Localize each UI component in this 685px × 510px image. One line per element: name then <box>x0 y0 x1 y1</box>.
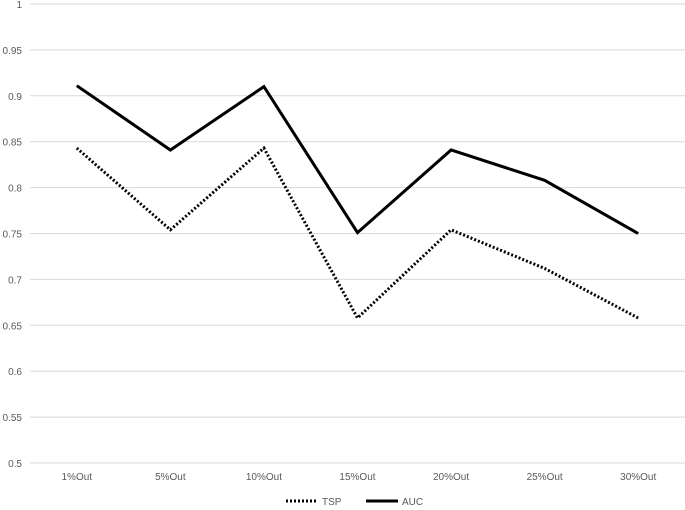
x-tick-label: 5%Out <box>155 472 186 483</box>
y-tick-label: 1 <box>16 0 22 11</box>
y-tick-label: 0.85 <box>3 138 23 149</box>
x-tick-label: 25%Out <box>527 472 563 483</box>
legend: TSP AUC <box>286 497 423 505</box>
x-tick-label: 30%Out <box>620 472 656 483</box>
series-line-auc <box>77 86 638 234</box>
y-tick-label: 0.9 <box>8 92 22 103</box>
y-tick-label: 0.75 <box>3 230 23 241</box>
y-tick-label: 0.5 <box>8 459 22 470</box>
y-tick-label: 0.8 <box>8 184 22 195</box>
y-axis-ticks: 0.5 0.55 0.6 0.65 0.7 0.75 0.8 0.85 0.9 0.95 1 <box>3 0 23 470</box>
x-tick-label: 1%Out <box>61 472 92 483</box>
legend-label-auc: AUC <box>402 497 423 505</box>
x-tick-label: 20%Out <box>433 472 469 483</box>
legend-label-tsp: TSP <box>322 497 342 505</box>
y-tick-label: 0.7 <box>8 275 22 286</box>
y-tick-label: 0.6 <box>8 367 22 378</box>
y-tick-label: 0.65 <box>3 321 23 332</box>
x-tick-label: 10%Out <box>246 472 282 483</box>
y-tick-label: 0.95 <box>3 46 23 57</box>
series-lines <box>77 86 639 318</box>
x-axis-ticks: 1%Out 5%Out 10%Out 15%Out 20%Out 25%Out 30%Out <box>61 472 656 483</box>
x-tick-label: 15%Out <box>339 472 375 483</box>
y-tick-label: 0.55 <box>3 413 23 424</box>
